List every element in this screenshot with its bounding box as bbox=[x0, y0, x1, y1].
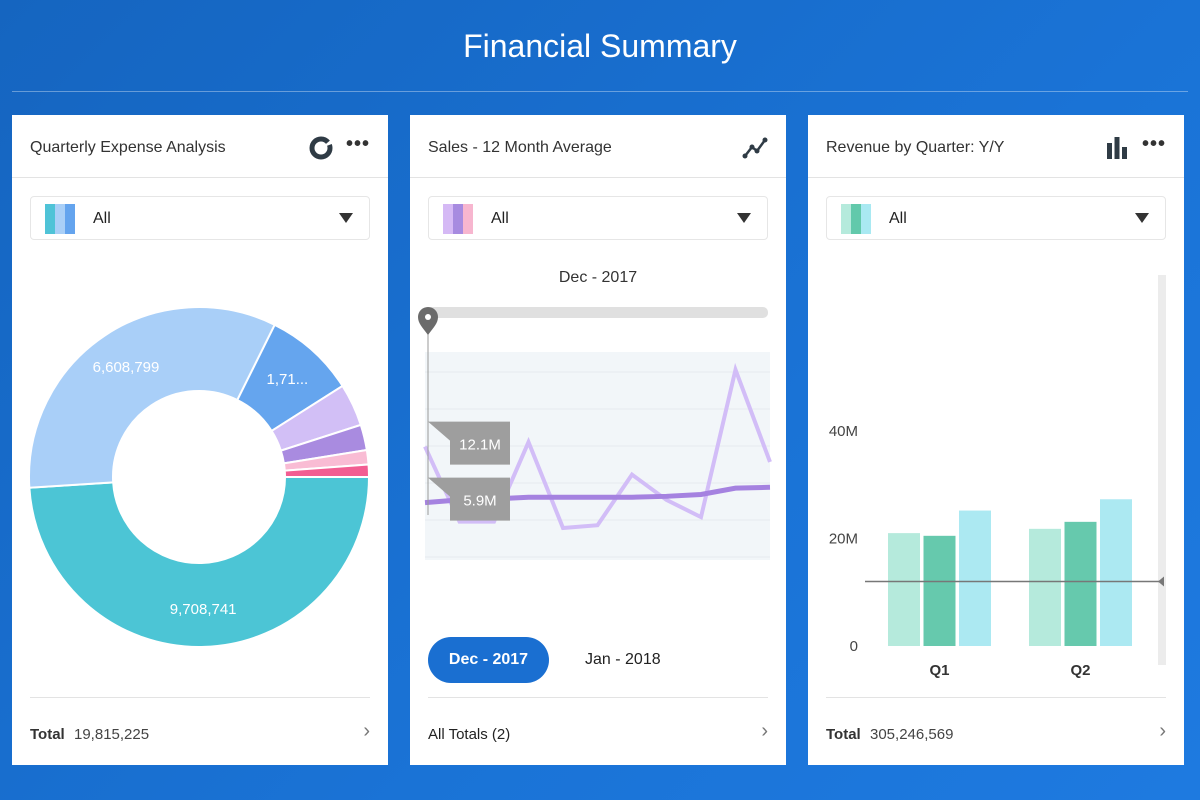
card-header: Revenue by Quarter: Y/Y ••• bbox=[808, 115, 1184, 178]
sales-card: Sales - 12 Month Average All Dec - 2017 … bbox=[410, 115, 786, 765]
filter-value: All bbox=[491, 210, 509, 227]
reference-marker-icon bbox=[1158, 576, 1164, 587]
value-tooltip bbox=[428, 421, 510, 465]
slider-pin-icon[interactable] bbox=[418, 307, 438, 335]
card-title: Quarterly Expense Analysis bbox=[30, 139, 226, 156]
filter-dropdown[interactable]: All bbox=[428, 196, 768, 240]
x-tick-label: Q2 bbox=[1070, 662, 1090, 679]
more-options-icon[interactable]: ••• bbox=[1141, 133, 1166, 155]
line-chart: 12.1M 5.9M bbox=[418, 307, 772, 560]
bar bbox=[888, 533, 920, 646]
bar bbox=[923, 535, 956, 646]
series-line-1 bbox=[423, 362, 772, 531]
total-label: Total bbox=[30, 726, 65, 743]
bar bbox=[1064, 521, 1097, 646]
card-title: Revenue by Quarter: Y/Y bbox=[826, 139, 1005, 156]
all-totals-label: All Totals (2) bbox=[428, 726, 511, 743]
chevron-right-icon[interactable]: › bbox=[1159, 720, 1166, 742]
filter-value: All bbox=[93, 210, 111, 227]
bar bbox=[1100, 499, 1132, 646]
card-title: Sales - 12 Month Average bbox=[428, 139, 612, 156]
card-header: Sales - 12 Month Average bbox=[410, 115, 786, 178]
donut-slice bbox=[28, 306, 277, 489]
bar bbox=[1029, 528, 1061, 646]
donut-chart: 9,708,741 6,608,799 1,71... bbox=[28, 306, 371, 648]
chevron-down-icon bbox=[339, 213, 353, 223]
chevron-down-icon bbox=[737, 213, 751, 223]
page-title: Financial Summary bbox=[463, 28, 737, 64]
x-tick-label: Q1 bbox=[929, 662, 949, 679]
series-swatch-icon bbox=[841, 204, 871, 234]
expense-card: Quarterly Expense Analysis ••• All 9,708… bbox=[12, 115, 388, 765]
period-label: Dec - 2017 bbox=[558, 269, 638, 286]
card-footer[interactable]: Total 305,246,569 › bbox=[826, 697, 1166, 765]
filter-dropdown[interactable]: All bbox=[30, 196, 370, 240]
y-tick-label: 20M bbox=[829, 531, 858, 548]
tooltip-label: 5.9M bbox=[463, 493, 496, 510]
card-footer[interactable]: Total 19,815,225 › bbox=[30, 697, 370, 765]
chevron-right-icon[interactable]: › bbox=[363, 720, 370, 742]
period-dec-2017-button[interactable]: Dec - 2017 bbox=[428, 637, 549, 683]
line-chart-icon[interactable] bbox=[742, 135, 768, 161]
revenue-card: Revenue by Quarter: Y/Y ••• All 0 20M 40M Q… bbox=[808, 115, 1184, 765]
divider bbox=[12, 91, 1188, 92]
card-footer[interactable]: All Totals (2) › bbox=[428, 697, 768, 765]
donut-slice bbox=[283, 463, 371, 478]
slider-pin-dot bbox=[425, 314, 431, 320]
donut-chart-icon[interactable] bbox=[308, 135, 334, 161]
y-tick-label: 0 bbox=[850, 638, 858, 655]
slice-label: 9,708,741 bbox=[170, 601, 237, 618]
chevron-down-icon bbox=[1135, 213, 1149, 223]
total-value: 305,246,569 bbox=[870, 726, 954, 743]
series-swatch-icon bbox=[443, 204, 473, 234]
more-options-icon[interactable]: ••• bbox=[345, 133, 370, 155]
total-value: 19,815,225 bbox=[74, 726, 150, 743]
chevron-right-icon[interactable]: › bbox=[761, 720, 768, 742]
card-header: Quarterly Expense Analysis ••• bbox=[12, 115, 388, 178]
bar-chart: 0 20M 40M Q1 Q2 bbox=[829, 275, 1166, 679]
value-tooltip bbox=[428, 477, 510, 521]
slice-label: 1,71... bbox=[267, 371, 309, 388]
time-slider-track bbox=[425, 307, 768, 318]
series-swatch-icon bbox=[45, 204, 75, 234]
scroll-shadow bbox=[1158, 275, 1166, 665]
period-jan-2018-button[interactable]: Jan - 2018 bbox=[585, 651, 661, 668]
bar-chart-icon[interactable] bbox=[1104, 135, 1130, 161]
filter-dropdown[interactable]: All bbox=[826, 196, 1166, 240]
filter-value: All bbox=[889, 210, 907, 227]
slice-label: 6,608,799 bbox=[93, 359, 160, 376]
bar bbox=[959, 510, 991, 646]
tooltip-label: 12.1M bbox=[459, 437, 501, 454]
donut-slice bbox=[28, 476, 371, 648]
y-tick-label: 40M bbox=[829, 423, 858, 440]
total-label: Total bbox=[826, 726, 861, 743]
